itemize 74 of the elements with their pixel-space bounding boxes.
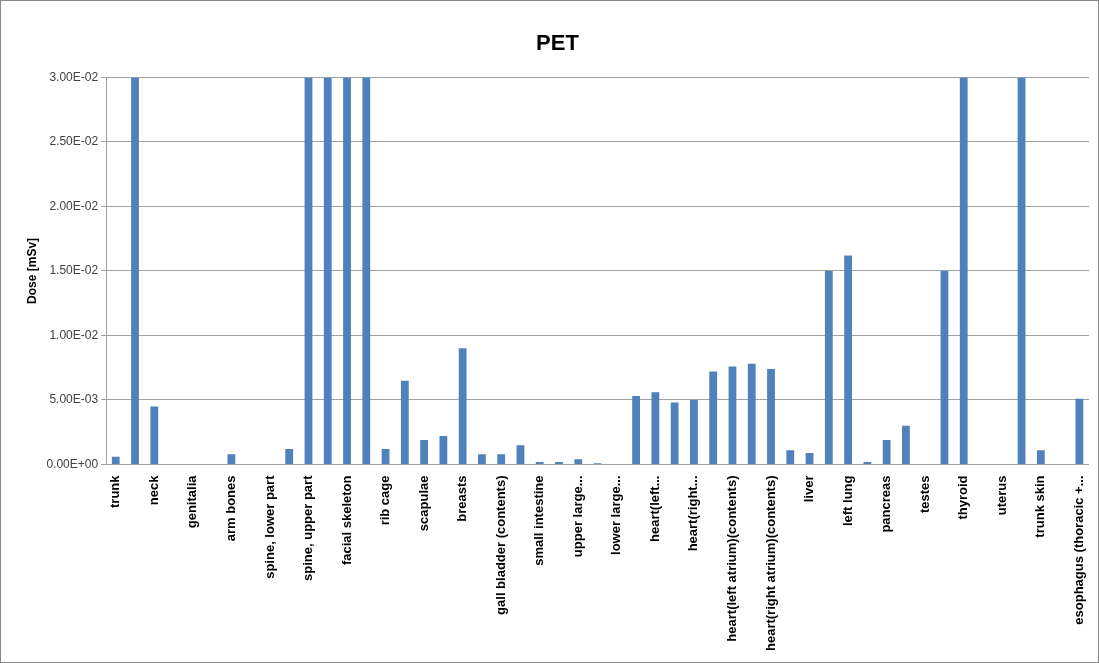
x-tick-label: heart(right atrium)(contents) [762, 475, 778, 651]
bar [1036, 450, 1045, 464]
bar [632, 396, 640, 464]
x-tick-label: heart(right... [685, 475, 701, 552]
x-tick-label: trunk [107, 474, 123, 508]
bar [304, 77, 313, 464]
bar [343, 77, 351, 464]
y-tick-label: 2.50E-02 [49, 134, 99, 149]
x-tick-label: lower large... [608, 475, 624, 555]
x-tick-label: genitalia [184, 474, 200, 529]
bar [709, 371, 718, 464]
bar [381, 449, 390, 464]
bar [844, 255, 852, 464]
x-tick-label: left lung [839, 475, 855, 527]
x-tick-label: small intestine [531, 475, 547, 566]
bar [651, 392, 660, 464]
x-tick-label: uterus [993, 475, 1009, 516]
bar [728, 366, 737, 464]
bar [786, 450, 795, 464]
bar [555, 461, 563, 464]
bar [478, 454, 486, 464]
bar [458, 348, 467, 464]
bar [400, 380, 409, 464]
x-tick-label: gall bladder (contents) [492, 475, 508, 615]
x-tick-label: breasts [454, 475, 470, 522]
x-tick-label: thyroid [955, 475, 971, 520]
bar [882, 439, 891, 464]
bar [902, 425, 910, 464]
x-tick-label: esophagus (thoracic +... [1070, 475, 1086, 625]
bar [747, 363, 756, 464]
bar [323, 77, 332, 464]
bar [131, 77, 139, 464]
x-tick-label: heart(left atrium)(contents) [724, 475, 740, 642]
bar [516, 445, 525, 464]
x-tick-label: facial skeleton [338, 475, 354, 566]
x-tick-label: rib cage [377, 475, 393, 526]
x-tick-label: spine, upper part [300, 474, 316, 581]
y-tick-label: 2.00E-02 [49, 198, 99, 213]
bar [863, 461, 872, 464]
y-tick-label: 0.00E+00 [46, 456, 99, 471]
x-tick-label: arm bones [222, 475, 238, 542]
bar [690, 399, 698, 464]
x-tick-label: liver [801, 475, 817, 503]
x-tick-label: trunk skin [1032, 475, 1048, 538]
x-tick-label: neck [145, 474, 161, 506]
y-tick-label: 5.00E-03 [49, 392, 99, 407]
bar [670, 402, 679, 464]
x-tick-label: spine, lower part [261, 474, 277, 579]
bar [439, 436, 448, 464]
x-tick-label: heart(left... [646, 475, 662, 542]
bar [1075, 398, 1084, 464]
y-tick-label: 1.00E-02 [49, 327, 99, 342]
x-tick-label: upper large... [569, 475, 585, 558]
bar [497, 454, 506, 464]
bar [150, 406, 159, 464]
bar [574, 459, 583, 464]
bar [959, 77, 968, 464]
bar [535, 461, 544, 464]
bar [227, 454, 236, 464]
y-axis-title: Dose [mSv] [24, 237, 39, 304]
bar [285, 449, 294, 464]
x-tick-label: testes [916, 475, 932, 514]
y-tick-label: 1.50E-02 [49, 263, 99, 278]
bar [767, 369, 775, 464]
bar [420, 439, 429, 464]
bar [362, 77, 371, 464]
x-tick-label: pancreas [878, 475, 894, 533]
chart-title: PET [536, 30, 580, 56]
x-tick-label: scapulae [415, 475, 431, 532]
bar [1017, 77, 1026, 464]
bar [824, 270, 833, 464]
bar [940, 270, 949, 464]
y-tick-label: 3.00E-02 [49, 69, 99, 84]
bar [111, 456, 120, 464]
